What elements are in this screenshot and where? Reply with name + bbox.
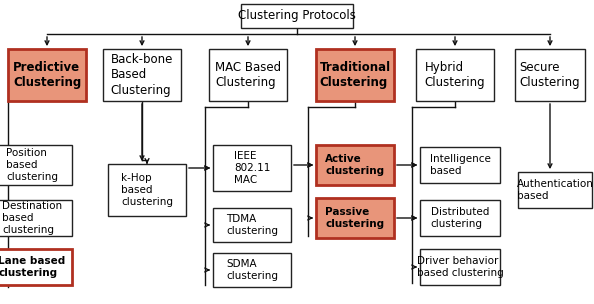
Bar bbox=[518, 172, 592, 208]
Bar bbox=[213, 208, 291, 242]
Text: Position
based
clustering: Position based clustering bbox=[6, 148, 58, 182]
Text: k-Hop
based
clustering: k-Hop based clustering bbox=[121, 173, 173, 207]
Text: Distributed
clustering: Distributed clustering bbox=[431, 207, 489, 229]
Text: Secure
Clustering: Secure Clustering bbox=[520, 61, 580, 89]
Bar bbox=[108, 164, 186, 216]
Bar bbox=[316, 145, 394, 185]
Text: Authentication
based: Authentication based bbox=[517, 179, 593, 201]
Text: Predictive
Clustering: Predictive Clustering bbox=[13, 61, 81, 89]
Bar bbox=[420, 249, 500, 285]
Bar bbox=[316, 198, 394, 238]
Text: Driver behavior
based clustering: Driver behavior based clustering bbox=[416, 256, 503, 278]
Bar bbox=[420, 200, 500, 236]
Bar bbox=[0, 249, 72, 285]
Bar bbox=[8, 49, 86, 101]
Bar bbox=[209, 49, 287, 101]
Text: Back-bone
Based
Clustering: Back-bone Based Clustering bbox=[111, 53, 173, 97]
Text: Intelligence
based: Intelligence based bbox=[429, 154, 491, 176]
Text: Traditional
Clustering: Traditional Clustering bbox=[320, 61, 391, 89]
Text: SDMA
clustering: SDMA clustering bbox=[226, 259, 278, 281]
Text: Lane based
clustering: Lane based clustering bbox=[0, 256, 65, 278]
Text: Passive
clustering: Passive clustering bbox=[326, 207, 384, 229]
Text: Destination
based
clustering: Destination based clustering bbox=[2, 201, 62, 235]
Text: MAC Based
Clustering: MAC Based Clustering bbox=[215, 61, 281, 89]
Bar bbox=[316, 49, 394, 101]
Bar bbox=[0, 145, 72, 185]
Bar bbox=[416, 49, 494, 101]
Bar bbox=[213, 253, 291, 287]
Text: Active
clustering: Active clustering bbox=[326, 154, 384, 176]
Text: Clustering Protocols: Clustering Protocols bbox=[238, 9, 356, 22]
Bar bbox=[515, 49, 585, 101]
Bar bbox=[420, 147, 500, 183]
Text: IEEE
802.11
MAC: IEEE 802.11 MAC bbox=[234, 151, 270, 185]
Text: Hybrid
Clustering: Hybrid Clustering bbox=[425, 61, 485, 89]
Bar bbox=[213, 145, 291, 191]
Bar bbox=[103, 49, 181, 101]
Bar bbox=[241, 4, 353, 28]
Bar bbox=[0, 200, 72, 236]
Text: TDMA
clustering: TDMA clustering bbox=[226, 214, 278, 236]
